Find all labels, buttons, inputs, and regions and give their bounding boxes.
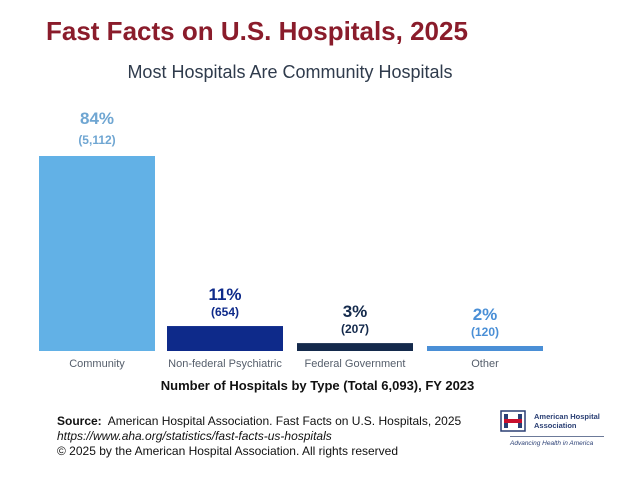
source-block: Source: American Hospital Association. F… bbox=[57, 414, 461, 459]
data-label-count: (654) bbox=[211, 305, 239, 319]
source-label: Source: bbox=[57, 414, 102, 428]
copyright-text: © 2025 by the American Hospital Associat… bbox=[57, 444, 399, 458]
logo-name: American Hospital Association bbox=[534, 412, 604, 430]
data-label-percent: 2% bbox=[473, 305, 498, 324]
bar-community bbox=[39, 156, 155, 351]
bar-non-federal-psychiatric bbox=[167, 326, 283, 351]
data-label-percent: 84% bbox=[80, 109, 114, 128]
page-title: Fast Facts on U.S. Hospitals, 2025 bbox=[46, 16, 468, 46]
logo-divider bbox=[510, 436, 604, 437]
chart-caption: Number of Hospitals by Type (Total 6,093… bbox=[160, 378, 475, 393]
category-label: Community bbox=[69, 358, 125, 370]
bar-other bbox=[427, 346, 543, 351]
logo-name-line1: American Hospital bbox=[534, 412, 600, 421]
data-label-count: (207) bbox=[341, 322, 369, 336]
bar-federal-government bbox=[297, 343, 413, 351]
data-label-percent: 11% bbox=[208, 285, 241, 304]
chart-subtitle: Most Hospitals Are Community Hospitals bbox=[127, 62, 453, 82]
aha-logo-icon bbox=[500, 410, 526, 432]
logo-name-line2: Association bbox=[534, 421, 577, 430]
aha-logo: American Hospital Association Advancing … bbox=[498, 408, 608, 452]
source-text: American Hospital Association. Fast Fact… bbox=[107, 414, 462, 428]
source-url[interactable]: https://www.aha.org/statistics/fast-fact… bbox=[57, 429, 332, 443]
data-label-count: (120) bbox=[471, 325, 499, 339]
data-label-count: (5,112) bbox=[78, 133, 115, 147]
category-label: Non-federal Psychiatric bbox=[168, 358, 282, 370]
category-label: Federal Government bbox=[305, 358, 406, 370]
category-label: Other bbox=[471, 358, 499, 370]
logo-tagline: Advancing Health in America bbox=[510, 440, 594, 447]
data-label-percent: 3% bbox=[343, 302, 368, 321]
